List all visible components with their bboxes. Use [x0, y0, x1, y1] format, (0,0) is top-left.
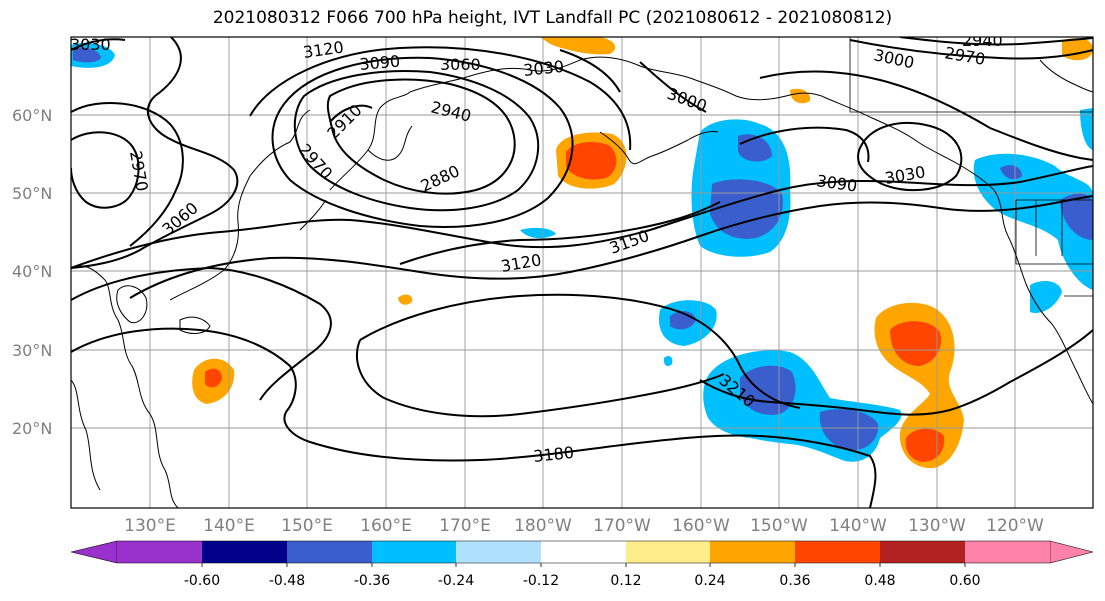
- lon-label: 150°W: [750, 516, 808, 536]
- ivt-shade-negative: [1080, 108, 1093, 150]
- ivt-shade-negative: [520, 227, 556, 239]
- contour-line: [899, 37, 1093, 46]
- contour-line: [989, 127, 1093, 161]
- colorbar-tick-label: 0.48: [864, 573, 895, 589]
- contour-line: [739, 126, 870, 163]
- ivt-shade-negative: [1030, 280, 1062, 314]
- contour-line: [71, 327, 877, 508]
- lon-label: 160°W: [672, 516, 730, 536]
- contour-line: [699, 329, 1093, 416]
- colorbar-tick-label: -0.24: [438, 573, 474, 589]
- latitude-labels: 60°N 50°N 40°N 30°N 20°N: [12, 106, 52, 438]
- contour-label: 3030: [522, 57, 564, 80]
- colorbar-tick-label: -0.12: [523, 573, 559, 589]
- coastlines: [71, 56, 1093, 508]
- ivt-shading: [71, 37, 1093, 469]
- ivt-shade-negative: [1060, 193, 1093, 240]
- contour-line: [559, 49, 621, 93]
- contour-label: 3180: [532, 443, 574, 466]
- colorbar-left-extension: [70, 540, 118, 564]
- ivt-shade-positive: [540, 37, 616, 55]
- lon-label: 150°E: [281, 516, 333, 536]
- contour-line: [71, 38, 126, 51]
- contour-line: [857, 122, 963, 192]
- contour-line: [326, 78, 516, 195]
- lon-label: 170°W: [593, 516, 651, 536]
- colorbar-segment: [626, 541, 710, 563]
- lat-label-60n: 60°N: [12, 106, 52, 125]
- contour-line: [71, 131, 140, 209]
- colorbar-segment: [965, 541, 1050, 563]
- contour-line: [639, 61, 707, 113]
- lat-label-50n: 50°N: [12, 184, 52, 203]
- contour-line: [129, 195, 1093, 299]
- contour-line: [359, 293, 801, 409]
- lon-label: 130°E: [124, 516, 176, 536]
- ivt-shade-positive: [398, 294, 413, 305]
- colorbar-segment: [710, 541, 795, 563]
- political-boundaries: [849, 37, 1093, 297]
- ivt-shade-negative: [1000, 165, 1022, 180]
- lon-label: 180°W: [514, 516, 572, 536]
- ivt-shade-positive: [790, 88, 811, 104]
- colorbar-tick-label: -0.48: [269, 573, 305, 589]
- contour-label: 3060: [440, 55, 481, 74]
- ivt-shade-negative: [819, 409, 879, 451]
- map-gridlines: [71, 37, 1093, 508]
- lon-label: 160°E: [360, 516, 412, 536]
- colorbar-tick-label: -0.60: [184, 573, 220, 589]
- colorbar-segment: [795, 541, 880, 563]
- colorbar-segment: [456, 541, 541, 563]
- ivt-shade-negative: [663, 356, 673, 366]
- contour-line: [849, 39, 1093, 60]
- lat-label-40n: 40°N: [12, 262, 52, 281]
- colorbar-tick-label: -0.36: [354, 573, 390, 589]
- lon-label: 140°W: [829, 516, 887, 536]
- lon-label: 130°W: [908, 516, 966, 536]
- colorbar-segment: [287, 541, 372, 563]
- height-contours: [71, 37, 1093, 508]
- longitude-labels: 130°E 140°E 150°E 160°E 170°E 180°W 170°…: [124, 516, 1044, 536]
- contour-line: [71, 266, 332, 401]
- ivt-shade-positive: [205, 368, 222, 388]
- contour-line: [329, 104, 373, 123]
- colorbar-right-extension: [1049, 540, 1094, 564]
- contour-label: 3030: [70, 35, 111, 54]
- ivt-shade-positive: [566, 142, 617, 180]
- lat-label-20n: 20°N: [12, 419, 52, 438]
- lon-label: 120°W: [986, 516, 1044, 536]
- ivt-shade-positive: [890, 321, 942, 366]
- colorbar-segment: [117, 541, 202, 563]
- ivt-shade-negative: [73, 47, 101, 63]
- contour-line: [293, 70, 540, 212]
- colorbar-tick-label: 0.36: [779, 573, 810, 589]
- contour-line: [71, 165, 1093, 269]
- colorbar-tick-label: 0.60: [949, 573, 980, 589]
- map-title: 2021080312 F066 700 hPa height, IVT Land…: [212, 8, 893, 28]
- ivt-shade-positive: [1062, 38, 1093, 61]
- contour-line: [399, 201, 721, 265]
- colorbar-segment: [202, 541, 287, 563]
- lat-label-30n: 30°N: [12, 341, 52, 360]
- colorbar-segment: [541, 541, 626, 563]
- contour-line: [356, 339, 725, 418]
- colorbar-tick-label: 0.12: [610, 573, 641, 589]
- colorbar-segment: [880, 541, 965, 563]
- contour-label: 3090: [359, 52, 401, 74]
- colorbar: -0.60 -0.48 -0.36 -0.24 -0.12 0.12 0.24 …: [70, 540, 1094, 589]
- contour-line: [759, 70, 991, 129]
- ivt-shade-negative: [973, 153, 1093, 290]
- contour-line: [249, 46, 632, 151]
- colorbar-tick-label: 0.24: [694, 573, 725, 589]
- contour-line: [271, 56, 574, 228]
- lon-label: 140°E: [203, 516, 255, 536]
- ivt-shade-positive: [905, 428, 945, 462]
- lon-label: 170°E: [439, 516, 491, 536]
- colorbar-segment: [372, 541, 456, 563]
- contour-line: [71, 37, 239, 269]
- contour-label: 2940: [962, 31, 1003, 50]
- contour-line: [71, 101, 184, 247]
- map-frame-border: [70, 36, 1094, 509]
